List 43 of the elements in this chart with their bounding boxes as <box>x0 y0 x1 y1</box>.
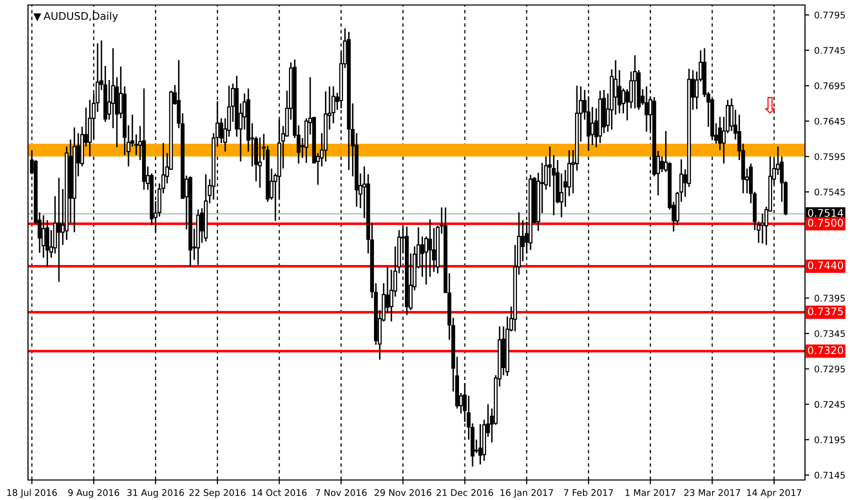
x-tick-label: 29 Nov 2016 <box>374 489 432 496</box>
x-tick-label: 14 Oct 2016 <box>252 489 307 496</box>
y-tick-label: 0.7795 <box>814 12 845 18</box>
ref-line-label: 0.7514 <box>808 208 844 217</box>
candlestick <box>428 218 432 278</box>
candlestick <box>633 54 637 110</box>
x-tick-label: 14 Apr 2017 <box>747 489 802 498</box>
y-tick-label: 0.7695 <box>814 82 845 90</box>
annotation: ⇩ <box>764 97 776 114</box>
y-tick-label: 0.7145 <box>814 472 845 479</box>
x-tick-label: 31 Aug 2016 <box>127 489 184 498</box>
ref-line-label: 0.7500 <box>808 218 844 227</box>
x-tick-label: 23 Mar 2017 <box>684 489 740 496</box>
ref-line-label: 0.7440 <box>808 261 844 270</box>
candlestick <box>478 423 482 466</box>
candlestick <box>560 172 564 218</box>
ref-line-label: 0.7375 <box>808 307 843 316</box>
y-tick-label: 0.7245 <box>814 400 845 408</box>
y-tick-label: 0.7395 <box>814 294 845 302</box>
ref-line-label: 0.7320 <box>808 346 844 354</box>
x-tick-label: 9 Aug 2016 <box>68 489 120 498</box>
x-tick-label: 22 Sep 2016 <box>189 489 246 498</box>
text: AUDUSD,Daily <box>44 12 118 22</box>
y-tick-label: 0.7745 <box>814 47 845 54</box>
candlestick <box>644 86 648 132</box>
candlestick <box>760 213 764 244</box>
x-tick-label: 7 Nov 2016 <box>316 489 367 496</box>
y-tick-label: 0.7345 <box>814 330 845 338</box>
y-tick-label: 0.7545 <box>814 188 845 196</box>
candlestick <box>614 60 618 116</box>
candlestick <box>258 136 262 188</box>
x-tick-label: 1 Mar 2017 <box>626 489 676 496</box>
x-tick-label: 21 Dec 2016 <box>436 489 494 496</box>
x-tick-label: 7 Feb 2017 <box>564 489 613 496</box>
x-tick-label: 16 Jan 2017 <box>500 489 553 498</box>
candlestick <box>590 106 594 146</box>
y-tick-label: 0.7645 <box>814 118 845 125</box>
y-tick-label: 0.7195 <box>814 436 845 444</box>
y-tick-label: 0.7595 <box>814 153 845 160</box>
x-tick-label: 18 Jul 2016 <box>7 489 57 498</box>
candlestick <box>57 177 61 282</box>
candlestick <box>42 214 46 258</box>
y-tick-label: 0.7295 <box>814 366 845 372</box>
